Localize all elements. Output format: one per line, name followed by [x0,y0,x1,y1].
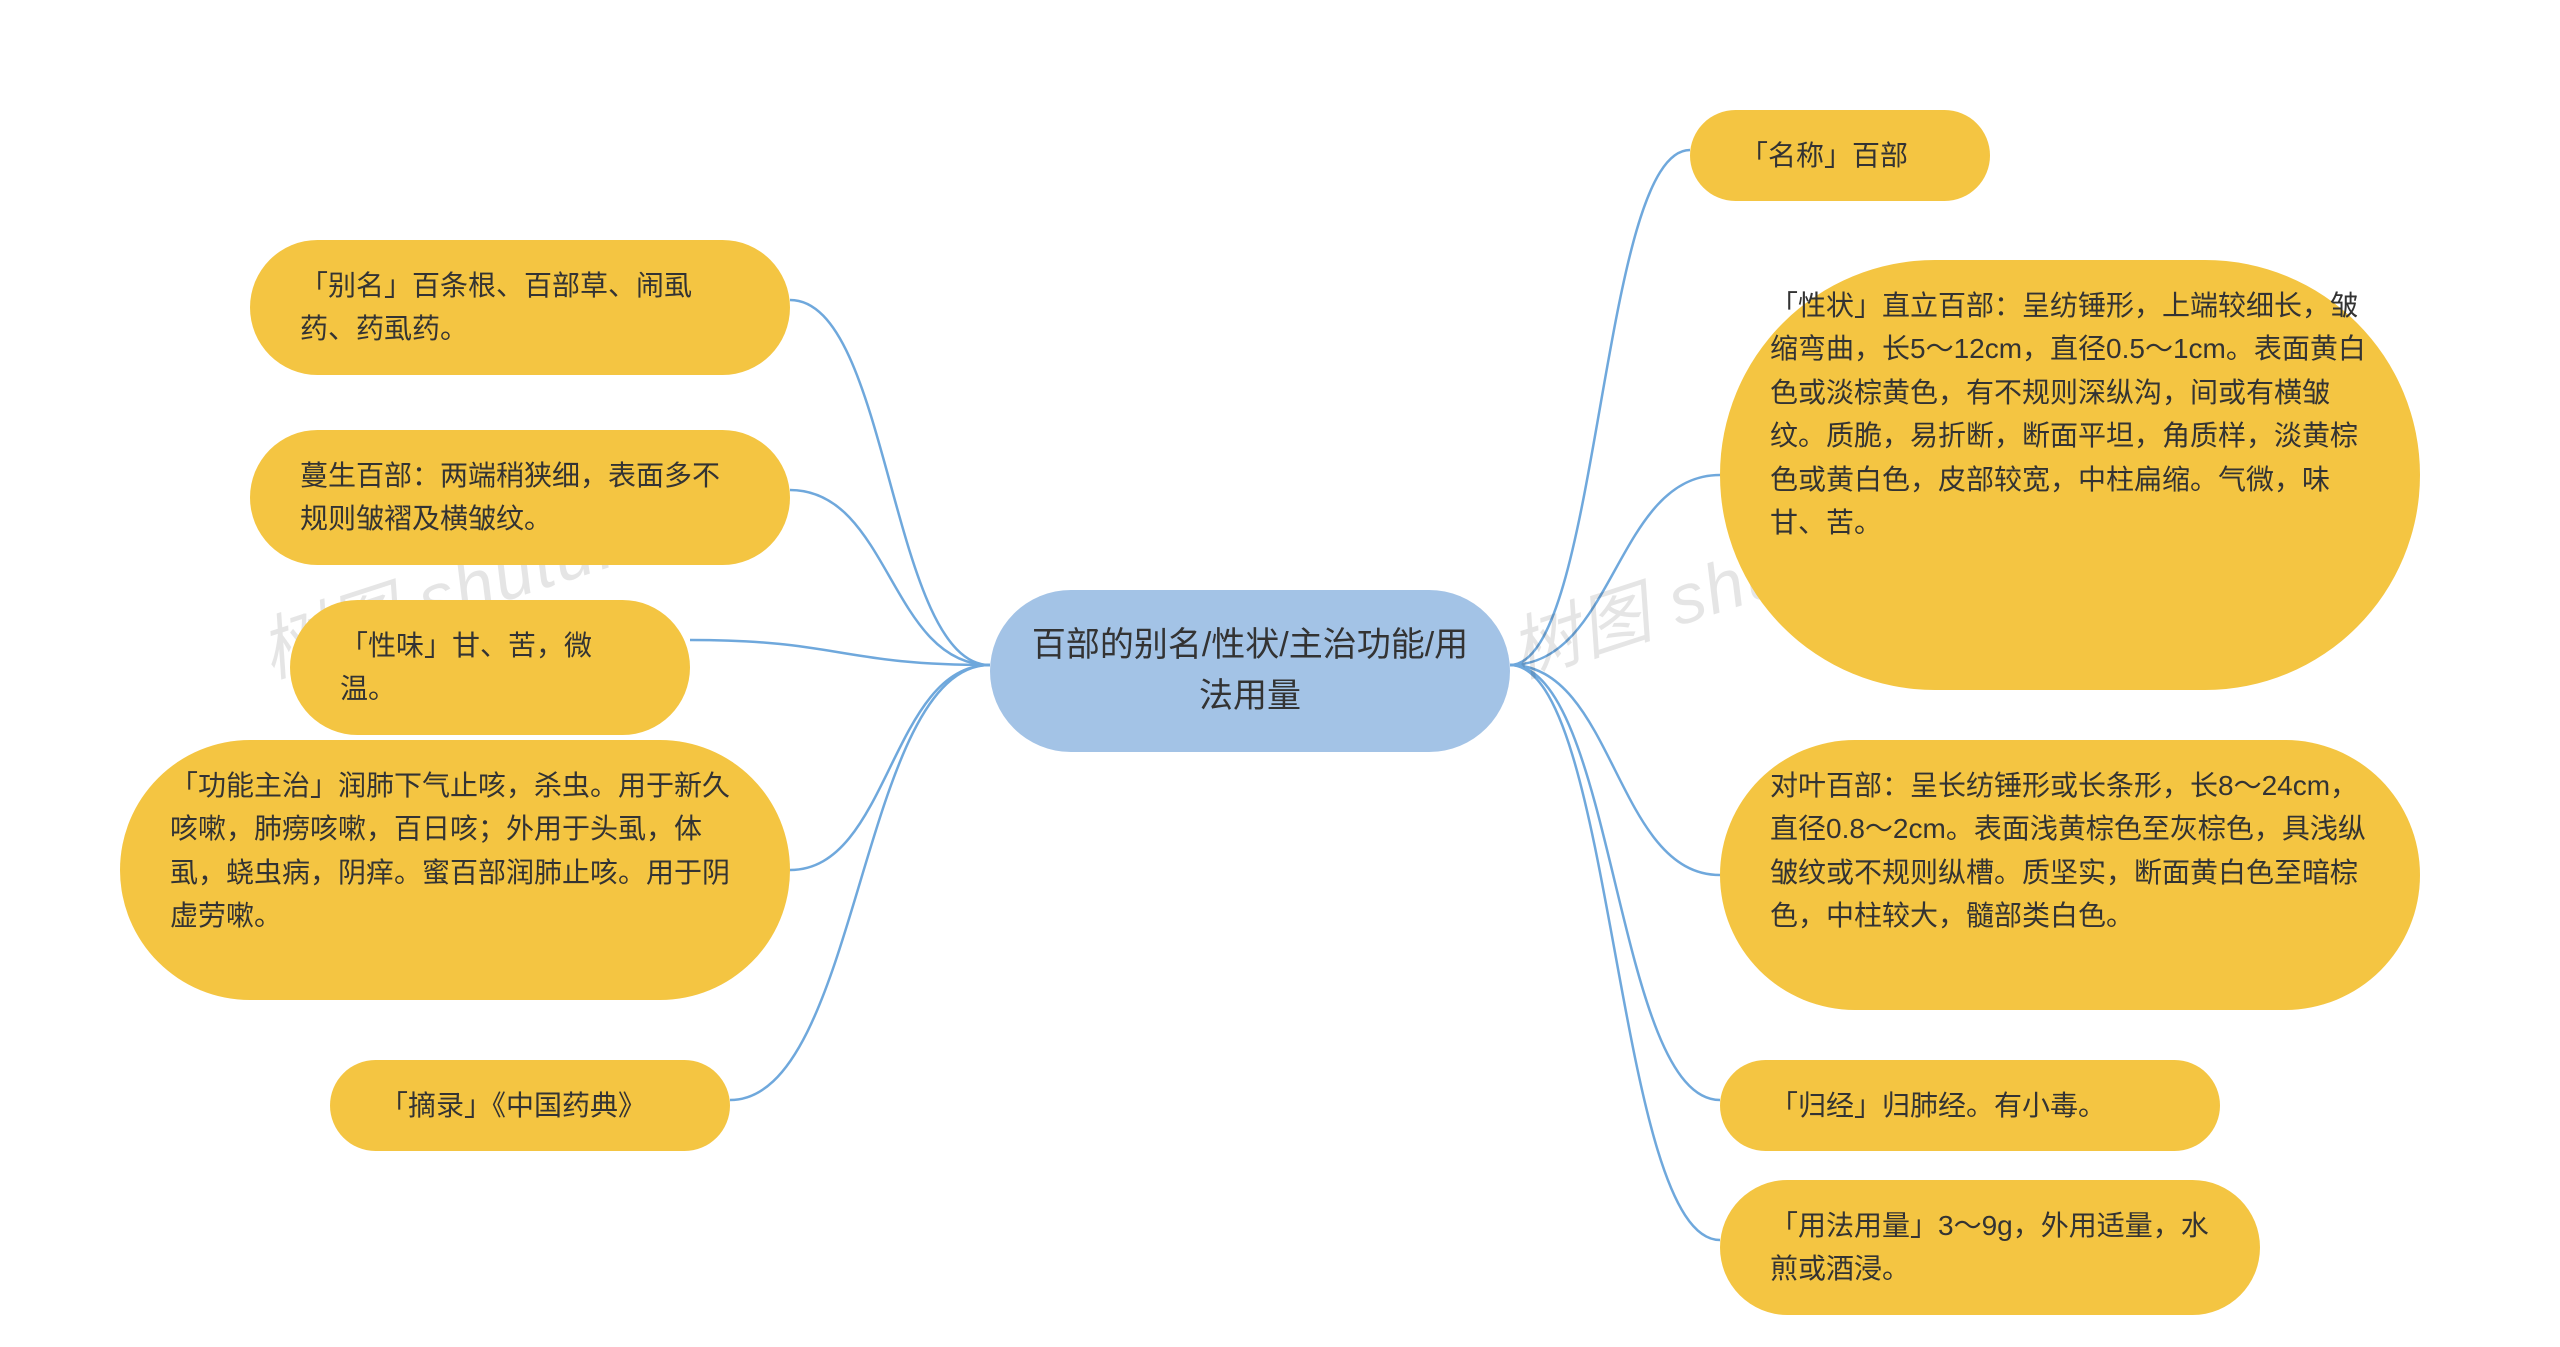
right-node-mingcheng: 「名称」百部 [1690,110,1990,201]
left-node-zhailu: 「摘录」《中国药典》 [330,1060,730,1151]
right-label-4: 「用法用量」3～9g，外用适量，水煎或酒浸。 [1770,1210,2209,1284]
left-label-1: 蔓生百部：两端稍狭细，表面多不规则皱褶及横皱纹。 [300,460,720,534]
left-node-alias: 「别名」百条根、百部草、闹虱药、药虱药。 [250,240,790,375]
right-label-0: 「名称」百部 [1740,140,1908,171]
left-label-0: 「别名」百条根、百部草、闹虱药、药虱药。 [300,270,692,344]
right-label-3: 「归经」归肺经。有小毒。 [1770,1090,2106,1121]
center-node: 百部的别名/性状/主治功能/用法用量 [990,590,1510,752]
left-label-4: 「摘录」《中国药典》 [380,1090,646,1121]
left-label-2: 「性味」甘、苦，微温。 [340,630,592,704]
left-label-3: 「功能主治」润肺下气止咳，杀虫。用于新久咳嗽，肺痨咳嗽，百日咳；外用于头虱，体虱… [170,770,730,931]
right-node-yongfa: 「用法用量」3～9g，外用适量，水煎或酒浸。 [1720,1180,2260,1315]
right-label-2: 对叶百部：呈长纺锤形或长条形，长8～24cm，直径0.8～2cm。表面浅黄棕色至… [1770,770,2366,931]
right-node-duiye: 对叶百部：呈长纺锤形或长条形，长8～24cm，直径0.8～2cm。表面浅黄棕色至… [1720,740,2420,1010]
right-node-xingzhuang: 「性状」直立百部：呈纺锤形，上端较细长，皱缩弯曲，长5～12cm，直径0.5～1… [1720,260,2420,690]
left-node-gongneng: 「功能主治」润肺下气止咳，杀虫。用于新久咳嗽，肺痨咳嗽，百日咳；外用于头虱，体虱… [120,740,790,1000]
left-node-mansheng: 蔓生百部：两端稍狭细，表面多不规则皱褶及横皱纹。 [250,430,790,565]
right-label-1: 「性状」直立百部：呈纺锤形，上端较细长，皱缩弯曲，长5～12cm，直径0.5～1… [1770,290,2366,538]
center-label: 百部的别名/性状/主治功能/用法用量 [1032,626,1468,715]
left-node-xingwei: 「性味」甘、苦，微温。 [290,600,690,735]
right-node-guijing: 「归经」归肺经。有小毒。 [1720,1060,2220,1151]
